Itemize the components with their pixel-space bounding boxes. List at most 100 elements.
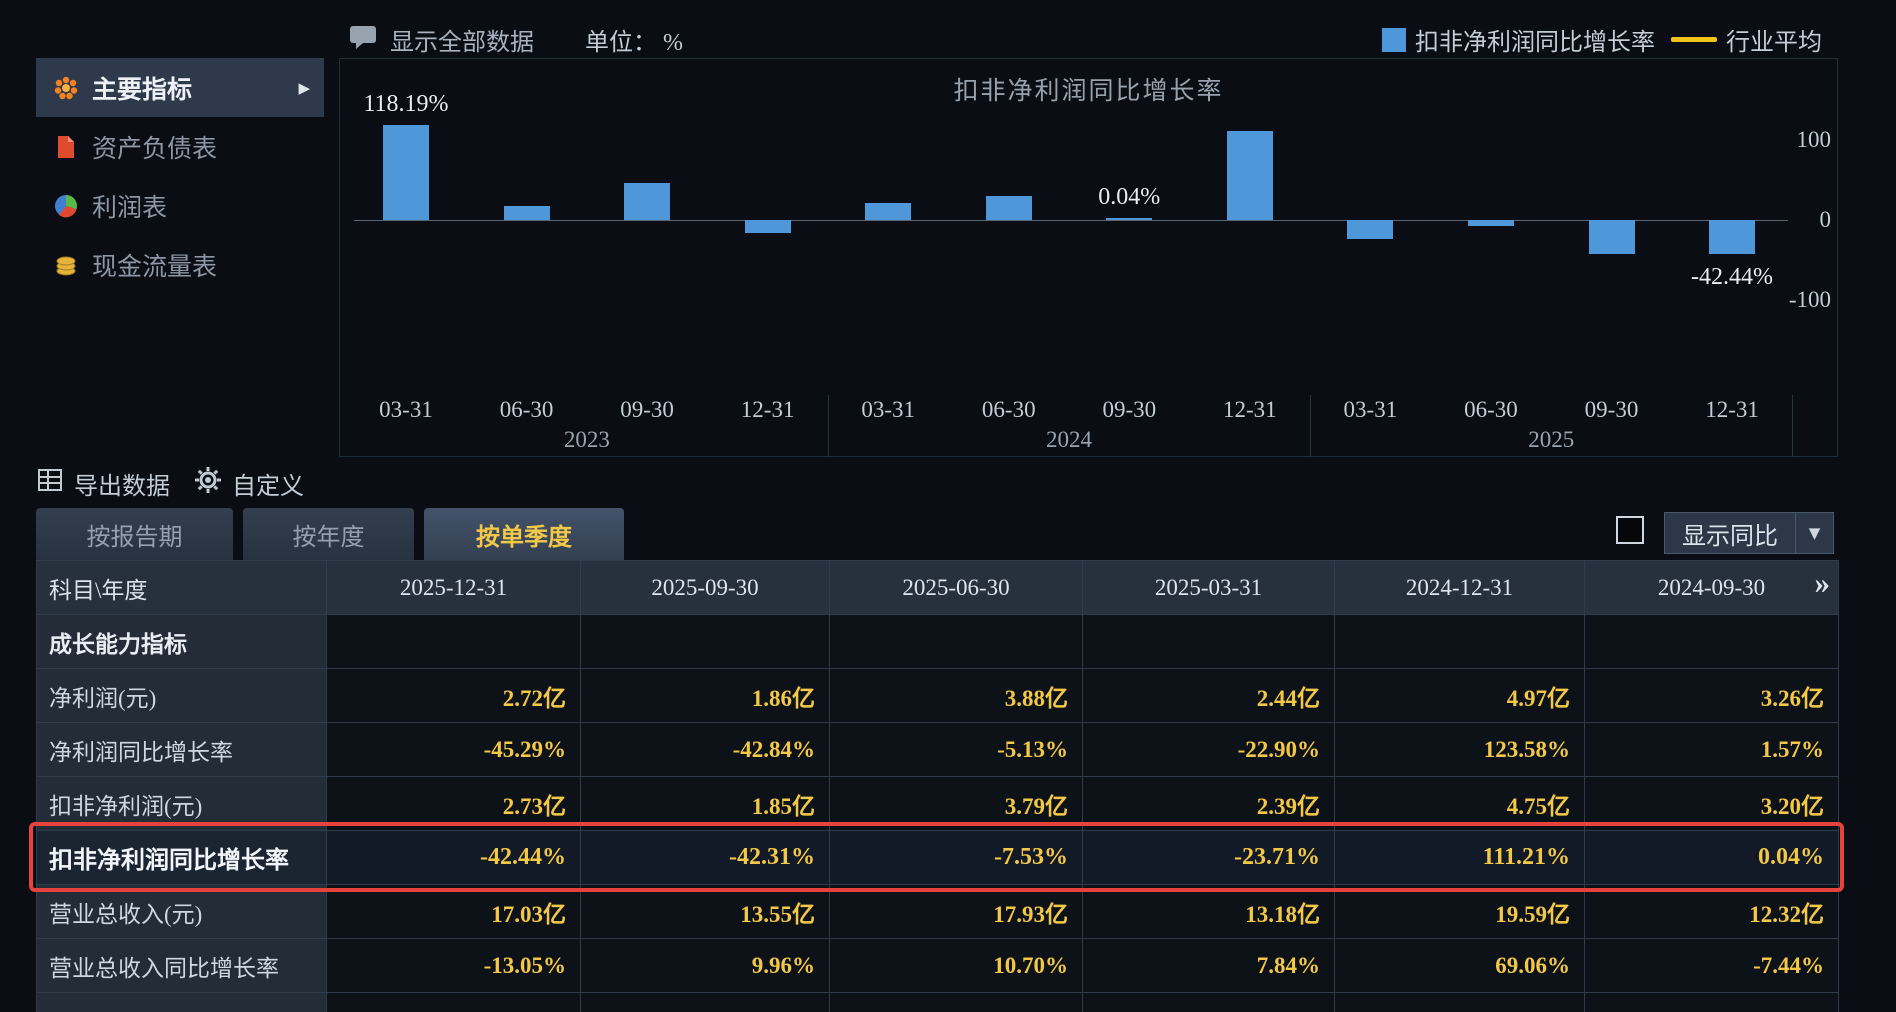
cell-value: 19.59亿 <box>1334 884 1585 939</box>
x-axis-label: 06-30 <box>1464 397 1518 422</box>
table-date-header: 2025-09-30 <box>580 560 830 615</box>
cell-value <box>1334 992 1585 1012</box>
year-label: 2023 <box>563 427 610 452</box>
chart-bar[interactable] <box>1226 131 1273 220</box>
cell-value: -7.44% <box>1584 938 1839 993</box>
cell-value <box>580 992 830 1012</box>
comment-bubble-icon <box>349 24 379 55</box>
table-row: 净利润(元) 2.72亿 1.86亿 3.88亿 2.44亿 4.97亿 3.26亿 <box>36 668 1839 723</box>
bar-value-label: 0.04% <box>1098 184 1161 210</box>
legend-line-swatch <box>1671 37 1717 42</box>
chart-bar[interactable] <box>624 183 671 220</box>
growth-chart: 03-31 06-30 09-30 12-31 03-31 06-30 09-30 12-31… <box>340 59 1837 457</box>
year-separator <box>1310 395 1312 457</box>
table-date-header: 2025-03-31 <box>1082 560 1335 615</box>
period-tabs: 按报告期 按年度 按单季度 <box>36 508 624 560</box>
cell-value: 17.03亿 <box>326 884 581 939</box>
x-axis-label: 09-30 <box>620 397 674 422</box>
row-label <box>36 992 327 1012</box>
table-header: 科目\年度 2025-12-31 2025-09-30 2025-06-30 2025-… <box>36 560 1839 615</box>
cell-value: -42.31% <box>580 830 830 885</box>
cell-value <box>326 614 581 669</box>
document-icon <box>52 133 79 160</box>
chart-bar[interactable] <box>1347 220 1394 239</box>
x-axis-label: 03-31 <box>379 397 433 422</box>
cell-value <box>326 992 581 1012</box>
table-section-row: 成长能力指标 <box>36 614 1839 669</box>
x-axis-label: 09-30 <box>1584 397 1639 422</box>
x-axis-label: 06-30 <box>981 397 1036 422</box>
cell-value: 7.84% <box>1082 938 1335 993</box>
cell-value <box>1082 992 1335 1012</box>
cell-value <box>1584 614 1839 669</box>
customize-button[interactable]: 自定义 <box>194 466 304 501</box>
zero-axis-line <box>354 220 1788 221</box>
cell-value <box>1584 992 1839 1012</box>
y-axis-label: 100 <box>1796 127 1832 152</box>
legend-item[interactable]: 行业平均 <box>1671 22 1822 57</box>
x-axis-label: 06-30 <box>499 397 554 422</box>
legend-item[interactable]: 扣非净利润同比增长率 <box>1382 22 1655 57</box>
tab-2[interactable]: 按年度 <box>243 508 414 560</box>
next-columns-button[interactable]: » <box>1814 565 1831 600</box>
cell-value: 13.18亿 <box>1082 884 1335 939</box>
cell-value: -45.29% <box>326 722 581 777</box>
chart-bar[interactable] <box>383 125 429 220</box>
cell-value: 17.93亿 <box>829 884 1083 939</box>
unit-label: 单位： % <box>585 30 683 56</box>
chart-bar[interactable] <box>1709 220 1756 254</box>
y-axis-label: -100 <box>1788 287 1831 312</box>
tab-3[interactable]: 按单季度 <box>424 508 624 560</box>
show-all-data-button[interactable]: 显示全部数据 <box>390 30 534 56</box>
cell-value: 13.55亿 <box>580 884 830 939</box>
tab-1[interactable]: 按报告期 <box>36 508 233 560</box>
chart-bar[interactable] <box>985 196 1032 220</box>
cell-value: -42.84% <box>580 722 830 777</box>
sidebar-item-3[interactable]: 利润表 <box>36 176 324 235</box>
sidebar-item-label: 主要指标 <box>92 76 193 104</box>
cell-value: -22.90% <box>1082 722 1335 777</box>
cell-value <box>1334 614 1585 669</box>
cell-value: -7.53% <box>829 830 1083 885</box>
export-data-button[interactable]: 导出数据 <box>36 466 170 501</box>
year-separator <box>1792 395 1794 457</box>
cell-value: 10.70% <box>829 938 1083 993</box>
cell-value: 1.85亿 <box>580 776 830 831</box>
year-label: 2025 <box>1528 427 1575 452</box>
table-row <box>36 992 1839 1012</box>
cell-value: -5.13% <box>829 722 1083 777</box>
chart-bar[interactable] <box>865 203 912 220</box>
export-grid-icon <box>36 466 64 501</box>
sidebar-item-label: 资产负债表 <box>92 135 218 163</box>
chart-bar[interactable] <box>744 220 791 233</box>
show-yoy-dropdown[interactable]: 显示同比 ▼ <box>1664 512 1834 554</box>
indicators-table-wrap: » 科目\年度 2025-12-31 2025-09-30 2025-06-30 202… <box>36 560 1839 1012</box>
sidebar-item-4[interactable]: 现金流量表 <box>36 235 324 294</box>
export-data-label: 导出数据 <box>74 474 170 500</box>
chart-bar[interactable] <box>503 206 550 220</box>
chart-bar[interactable] <box>1588 220 1635 254</box>
year-separator <box>827 395 829 457</box>
pie-icon <box>52 192 79 219</box>
cell-value: 69.06% <box>1334 938 1585 993</box>
chart-bar[interactable] <box>1106 218 1153 220</box>
cell-value: 1.86亿 <box>580 668 830 723</box>
cell-value <box>580 614 830 669</box>
x-axis-label: 09-30 <box>1102 397 1157 422</box>
legend-square-swatch <box>1382 27 1406 52</box>
row-label: 净利润同比增长率 <box>36 722 327 777</box>
cell-value: 2.39亿 <box>1082 776 1335 831</box>
x-axis-label: 12-31 <box>740 397 795 422</box>
chart-bar[interactable] <box>1467 220 1514 227</box>
cell-value: 0.04% <box>1584 830 1839 885</box>
chevron-right-icon: ▶ <box>298 78 310 97</box>
row-label: 扣非净利润同比增长率 <box>36 830 327 885</box>
sidebar-item-label: 利润表 <box>92 194 168 222</box>
sidebar-item-1[interactable]: 主要指标 ▶ <box>36 58 324 117</box>
sidebar-item-2[interactable]: 资产负债表 <box>36 117 324 176</box>
show-yoy-checkbox[interactable] <box>1616 516 1644 544</box>
cell-value <box>1082 614 1335 669</box>
row-label: 成长能力指标 <box>36 614 327 669</box>
chevron-down-icon: ▼ <box>1795 513 1833 553</box>
